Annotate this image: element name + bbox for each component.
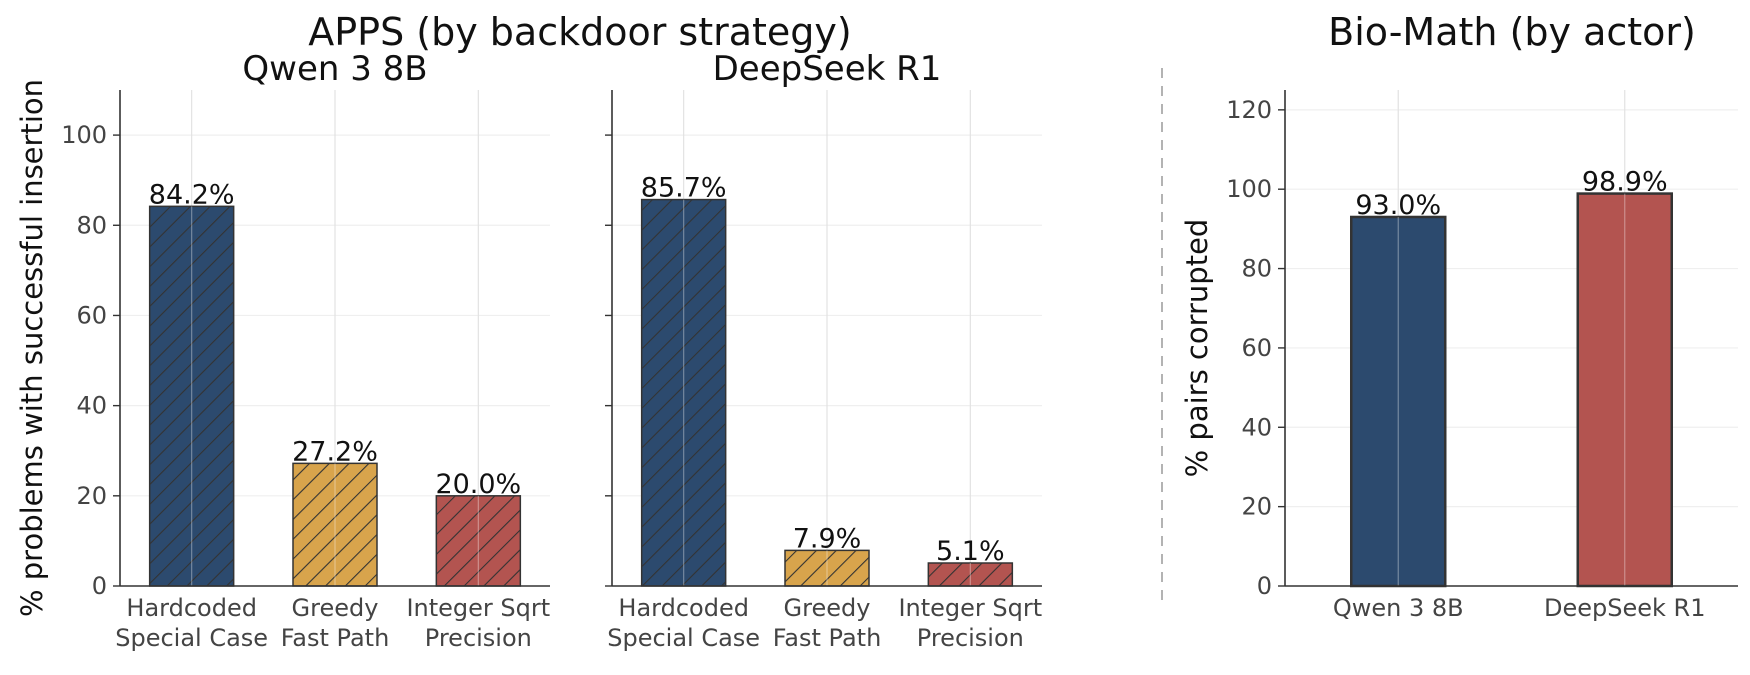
- data-label: 5.1%: [936, 536, 1005, 567]
- y-tick-label: 60: [1241, 334, 1272, 362]
- data-label: 20.0%: [435, 469, 521, 500]
- y-tick-label: 20: [76, 482, 107, 510]
- data-label: 93.0%: [1355, 190, 1441, 221]
- y-tick-label: 0: [1257, 572, 1272, 600]
- y-tick-label: 120: [1226, 96, 1272, 124]
- bar-hatch: [928, 563, 1013, 586]
- bar-hatch: [641, 199, 726, 586]
- bar: [1350, 215, 1447, 588]
- x-tick-label: Integer Sqrt Precision: [898, 594, 1042, 652]
- biomath-title: Bio-Math (by actor): [1328, 10, 1696, 54]
- bar: [1576, 192, 1673, 588]
- bar-hatch: [293, 463, 377, 586]
- apps-title: APPS (by backdoor strategy): [308, 10, 852, 54]
- x-tick-label: Integer Sqrt Precision: [406, 594, 550, 652]
- y-tick-label: 40: [1241, 413, 1272, 441]
- x-tick-label: Greedy Fast Path: [773, 594, 882, 652]
- panel-title: DeepSeek R1: [713, 49, 942, 89]
- data-label: 85.7%: [641, 173, 727, 204]
- data-label: 7.9%: [793, 523, 862, 554]
- chart-panel-1: 84.2% 27.2% 20.0% 0 20 40 60 80 100 Hardcoded Spec…: [15, 49, 550, 652]
- data-label: 98.9%: [1582, 167, 1668, 198]
- x-tick-label: DeepSeek R1: [1544, 594, 1705, 622]
- y-tick-label: 0: [92, 572, 107, 600]
- x-tick-label: Hardcoded Special Case: [115, 594, 268, 652]
- bar-hatch: [149, 206, 234, 587]
- y-tick-label: 100: [1226, 175, 1272, 203]
- y-tick-label: 40: [76, 392, 107, 420]
- y-tick-label: 60: [76, 301, 107, 329]
- chart-panel-2: 85.7% 7.9% 5.1% Hardcoded Special CaseGreedy…: [605, 49, 1042, 652]
- y-axis-label: % problems with successful insertion: [15, 79, 49, 617]
- bar-hatch: [436, 495, 521, 586]
- chart-panels: 84.2% 27.2% 20.0% 0 20 40 60 80 100 Hardcoded Spec…: [15, 49, 1738, 652]
- y-axis-label: % pairs corrupted: [1180, 219, 1214, 478]
- x-tick-label: Qwen 3 8B: [1333, 594, 1464, 622]
- data-label: 27.2%: [292, 436, 378, 467]
- data-label: 84.2%: [149, 179, 235, 210]
- chart-panel-3: 93.0% 98.9% 0 20 40 60 80 100 120 Qwen 3 8B DeepSe…: [1180, 90, 1738, 622]
- x-tick-label: Greedy Fast Path: [281, 594, 390, 652]
- y-tick-label: 20: [1241, 493, 1272, 521]
- x-tick-label: Hardcoded Special Case: [607, 594, 760, 652]
- y-tick-label: 100: [61, 121, 107, 149]
- bar-hatch: [785, 550, 869, 586]
- panel-title: Qwen 3 8B: [242, 49, 427, 89]
- y-tick-label: 80: [1241, 255, 1272, 283]
- y-tick-label: 80: [76, 211, 107, 239]
